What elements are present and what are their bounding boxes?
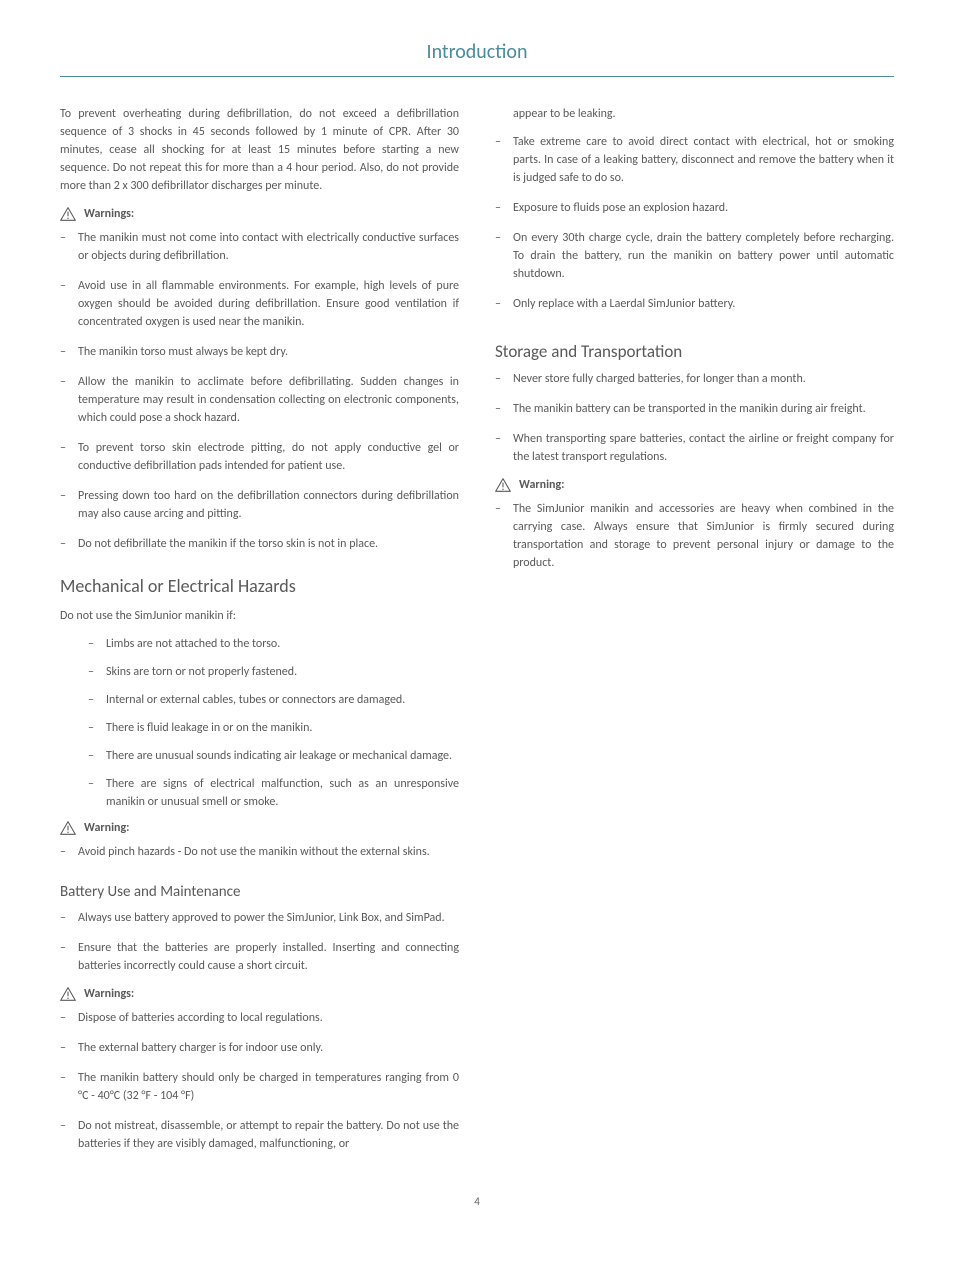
list-item: Only replace with a Laerdal SimJunior ba… bbox=[495, 295, 894, 313]
warning-icon bbox=[60, 207, 76, 221]
list-item: Pressing down too hard on the defibrilla… bbox=[60, 487, 459, 523]
list-item: Take extreme care to avoid direct contac… bbox=[495, 133, 894, 187]
list-item: Avoid use in all flammable environments.… bbox=[60, 277, 459, 331]
list-item: Dispose of batteries according to local … bbox=[60, 1009, 459, 1027]
page-title: Introduction bbox=[60, 40, 894, 64]
warnings-header-1: Warnings: bbox=[60, 207, 459, 221]
list-item: Limbs are not attached to the torso. bbox=[88, 635, 459, 653]
page-number: 4 bbox=[60, 1195, 894, 1208]
right-column: appear to be leaking. Take extreme care … bbox=[495, 105, 894, 1165]
list-item: Avoid pinch hazards - Do not use the man… bbox=[60, 843, 459, 861]
list-item: There are unusual sounds indicating air … bbox=[88, 747, 459, 765]
list-item: Allow the manikin to acclimate before de… bbox=[60, 373, 459, 427]
list-item: Exposure to fluids pose an explosion haz… bbox=[495, 199, 894, 217]
warnings-list-3-continued: Take extreme care to avoid direct contac… bbox=[495, 133, 894, 313]
list-item: The external battery charger is for indo… bbox=[60, 1039, 459, 1057]
warnings-label: Warnings: bbox=[84, 987, 134, 1001]
list-item: Skins are torn or not properly fastened. bbox=[88, 663, 459, 681]
intro-paragraph: To prevent overheating during defibrilla… bbox=[60, 105, 459, 195]
title-rule bbox=[60, 76, 894, 77]
two-column-layout: To prevent overheating during defibrilla… bbox=[60, 105, 894, 1165]
storage-list: Never store fully charged batteries, for… bbox=[495, 370, 894, 466]
list-item: When transporting spare batteries, conta… bbox=[495, 430, 894, 466]
list-item: To prevent torso skin electrode pitting,… bbox=[60, 439, 459, 475]
list-item: The manikin battery should only be charg… bbox=[60, 1069, 459, 1105]
list-item: Always use battery approved to power the… bbox=[60, 909, 459, 927]
list-item: The manikin battery can be transported i… bbox=[495, 400, 894, 418]
list-item: Internal or external cables, tubes or co… bbox=[88, 691, 459, 709]
warning-header-2: Warning: bbox=[60, 821, 459, 835]
warning-label: Warning: bbox=[84, 821, 129, 835]
list-item: The SimJunior manikin and accessories ar… bbox=[495, 500, 894, 572]
warning-icon bbox=[495, 478, 511, 492]
warning-list-4: The SimJunior manikin and accessories ar… bbox=[495, 500, 894, 572]
warning-icon bbox=[60, 987, 76, 1001]
list-item: The manikin torso must always be kept dr… bbox=[60, 343, 459, 361]
list-item: Do not defibrillate the manikin if the t… bbox=[60, 535, 459, 553]
list-item: The manikin must not come into contact w… bbox=[60, 229, 459, 265]
continuation-text: appear to be leaking. bbox=[495, 105, 894, 123]
left-column: To prevent overheating during defibrilla… bbox=[60, 105, 459, 1165]
warning-header-4: Warning: bbox=[495, 478, 894, 492]
list-item: On every 30th charge cycle, drain the ba… bbox=[495, 229, 894, 283]
warnings-list-3: Dispose of batteries according to local … bbox=[60, 1009, 459, 1153]
warning-icon bbox=[60, 821, 76, 835]
list-item: Never store fully charged batteries, for… bbox=[495, 370, 894, 388]
mechanical-heading: Mechanical or Electrical Hazards bbox=[60, 575, 459, 597]
battery-list: Always use battery approved to power the… bbox=[60, 909, 459, 975]
storage-heading: Storage and Transportation bbox=[495, 341, 894, 362]
mech-list: Limbs are not attached to the torso. Ski… bbox=[60, 635, 459, 811]
list-item: There is fluid leakage in or on the mani… bbox=[88, 719, 459, 737]
warning-list-2: Avoid pinch hazards - Do not use the man… bbox=[60, 843, 459, 861]
mech-intro: Do not use the SimJunior manikin if: bbox=[60, 607, 459, 625]
battery-heading: Battery Use and Maintenance bbox=[60, 883, 459, 901]
warning-label: Warning: bbox=[519, 478, 564, 492]
warnings-list-1: The manikin must not come into contact w… bbox=[60, 229, 459, 553]
list-item: Do not mistreat, disassemble, or attempt… bbox=[60, 1117, 459, 1153]
list-item: There are signs of electrical malfunctio… bbox=[88, 775, 459, 811]
list-item: Ensure that the batteries are properly i… bbox=[60, 939, 459, 975]
warnings-header-3: Warnings: bbox=[60, 987, 459, 1001]
warnings-label: Warnings: bbox=[84, 207, 134, 221]
